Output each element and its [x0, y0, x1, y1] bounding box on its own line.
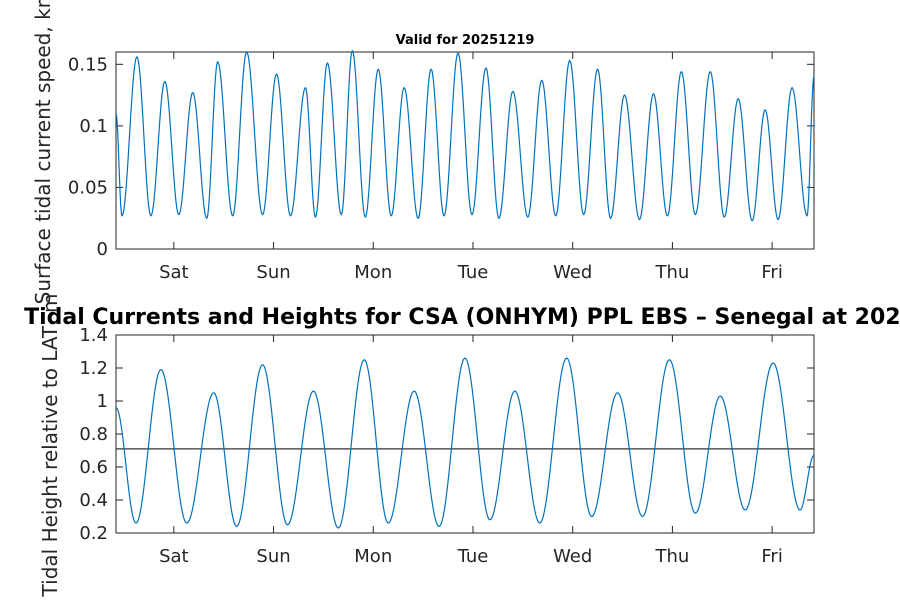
tidal-height-y-tick-label: 0.4	[79, 490, 108, 511]
current-speed-x-tick-label: Thu	[654, 262, 689, 283]
current-speed-y-tick-label: 0	[97, 239, 108, 260]
tidal-height-x-tick-label: Thu	[654, 546, 689, 567]
tidal-height-series-line	[115, 357, 815, 529]
tidal-height-chart: Sat Sun Mon Tue Wed Thu Fri 0.2 0.4 0.6 0.8 1 1.2 1.4…	[24, 294, 900, 598]
tidal-height-x-tick-label: Fri	[761, 546, 782, 567]
current-speed-y-axis-label: Surface tidal current speed, kn	[31, 0, 55, 304]
current-speed-series-line	[115, 49, 815, 222]
tidal-height-x-tick-label: Wed	[553, 546, 592, 567]
current-speed-x-tick-label: Mon	[354, 262, 392, 283]
tidal-height-y-tick-label: 0.6	[79, 457, 108, 478]
tidal-height-y-tick-label: 1.4	[79, 325, 108, 346]
tidal-height-title: Tidal Currents and Heights for CSA (ONHY…	[24, 305, 900, 330]
tidal-height-y-tick-label: 0.8	[79, 424, 108, 445]
tidal-height-x-tick-label: Sat	[159, 546, 189, 567]
current-speed-x-tick-label: Sun	[256, 262, 290, 283]
current-speed-x-tick-label: Sat	[159, 262, 189, 283]
current-speed-x-tick-label: Fri	[761, 262, 782, 283]
current-speed-title: Valid for 20251219	[396, 33, 535, 48]
tidal-height-y-tick-label: 1.2	[79, 358, 108, 379]
tidal-height-x-tick-label: Mon	[354, 546, 392, 567]
current-speed-x-tick-label: Tue	[457, 262, 489, 283]
current-speed-x-tick-label: Wed	[553, 262, 592, 283]
tidal-height-y-tick-label: 0.2	[79, 523, 108, 544]
tidal-height-x-tick-label: Tue	[457, 546, 489, 567]
current-speed-y-tick-label: 0.15	[68, 54, 108, 75]
current-speed-y-tick-label: 0.05	[68, 177, 108, 198]
tidal-height-x-tick-label: Sun	[256, 546, 290, 567]
current-speed-chart: Sat Sun Mon Tue Wed Thu Fri 0 0.05 0.1 0.15 Valid …	[31, 0, 815, 304]
tidal-height-y-tick-label: 1	[97, 391, 108, 412]
tidal-height-plot-area	[115, 334, 815, 534]
current-speed-y-tick-label: 0.1	[79, 116, 108, 137]
tidal-height-y-axis-label: Tidal Height relative to LAT, m	[38, 294, 62, 598]
